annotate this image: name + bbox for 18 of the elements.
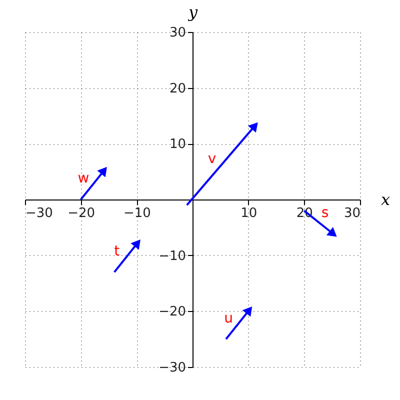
x-tick-label: −10 bbox=[123, 206, 151, 221]
series-label: s bbox=[321, 205, 329, 222]
series-label: v bbox=[208, 150, 216, 167]
series-label: u bbox=[224, 310, 234, 326]
y-axis-title: y bbox=[187, 2, 198, 22]
x-tick-label: −20 bbox=[68, 206, 96, 221]
x-tick-label: 10 bbox=[240, 206, 258, 221]
y-tick-label: 30 bbox=[169, 26, 186, 40]
y-tick-label: 20 bbox=[169, 81, 186, 96]
y-tick-label: −20 bbox=[158, 304, 186, 320]
series-label: t bbox=[114, 243, 120, 260]
x-tick-label: −30 bbox=[26, 206, 53, 221]
x-tick-label: 30 bbox=[344, 206, 360, 221]
series-label: w bbox=[78, 170, 90, 187]
y-tick-label: −30 bbox=[158, 360, 186, 376]
y-tick-label: −10 bbox=[158, 248, 186, 264]
x-axis-title: x bbox=[380, 190, 390, 209]
y-tick-label: 10 bbox=[169, 137, 186, 152]
